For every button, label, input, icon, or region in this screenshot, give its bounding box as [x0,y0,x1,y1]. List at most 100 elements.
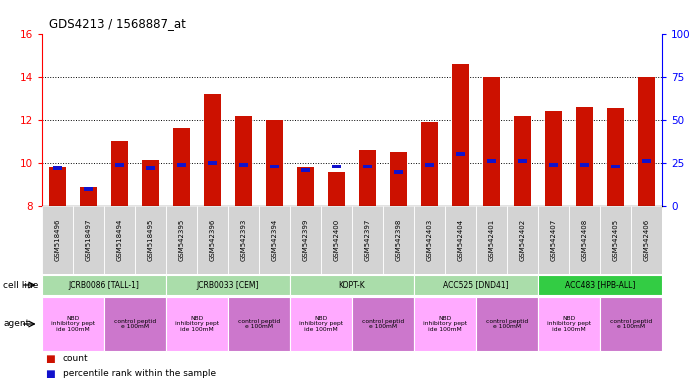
Bar [580,163,589,167]
Text: ■: ■ [46,369,55,379]
Text: JCRB0086 [TALL-1]: JCRB0086 [TALL-1] [68,280,139,290]
Bar [476,297,538,351]
Bar [115,163,124,167]
Bar [204,94,221,206]
Bar [607,108,624,206]
Text: GSM542406: GSM542406 [644,219,649,261]
Bar [514,116,531,206]
Text: GSM542402: GSM542402 [520,219,526,261]
Text: JCRB0033 [CEM]: JCRB0033 [CEM] [197,280,259,290]
Bar [208,161,217,165]
Bar [332,164,341,168]
Bar [104,297,166,351]
Bar [576,107,593,206]
Bar [414,297,476,351]
Bar [42,206,73,274]
Text: GSM542396: GSM542396 [210,219,215,261]
Bar [290,297,352,351]
Text: GSM518494: GSM518494 [117,219,123,261]
Bar [507,206,538,274]
Text: percentile rank within the sample: percentile rank within the sample [63,369,216,378]
Text: count: count [63,354,88,363]
Text: GSM542395: GSM542395 [179,219,184,261]
Bar [414,206,445,274]
Bar [359,150,376,206]
Bar [421,122,438,206]
Bar [352,206,383,274]
Text: GSM542405: GSM542405 [613,219,618,261]
Bar [297,167,314,206]
Bar [363,164,372,168]
Bar [166,275,290,295]
Text: GSM518497: GSM518497 [86,219,92,261]
Bar [452,64,469,206]
Bar [549,163,558,167]
Bar [600,206,631,274]
Text: KOPT-K: KOPT-K [339,280,366,290]
Bar [638,77,655,206]
Bar [445,206,476,274]
Bar [228,206,259,274]
Bar [166,206,197,274]
Bar [487,159,496,163]
Bar [83,187,93,191]
Bar [146,166,155,170]
Text: GSM542400: GSM542400 [333,219,339,261]
Bar [538,206,569,274]
Text: NBD
inhibitory pept
ide 100mM: NBD inhibitory pept ide 100mM [299,316,343,332]
Bar [352,297,414,351]
Bar [538,297,600,351]
Bar [425,163,434,167]
Bar [111,141,128,206]
Text: GSM518495: GSM518495 [148,219,153,261]
Bar [642,159,651,163]
Bar [173,127,190,206]
Bar [390,152,407,206]
Text: GSM542404: GSM542404 [457,219,464,261]
Bar [383,206,414,274]
Text: GSM542401: GSM542401 [489,219,495,261]
Text: GSM542393: GSM542393 [241,219,246,261]
Text: NBD
inhibitory pept
ide 100mM: NBD inhibitory pept ide 100mM [547,316,591,332]
Text: GSM518496: GSM518496 [55,219,61,261]
Bar [49,167,66,206]
Text: GSM542397: GSM542397 [364,219,371,261]
Bar [266,120,283,206]
Bar [42,297,104,351]
Text: NBD
inhibitory pept
ide 100mM: NBD inhibitory pept ide 100mM [423,316,467,332]
Bar [456,152,465,156]
Bar [290,206,321,274]
Bar [53,166,62,170]
Bar [328,172,345,206]
Bar [545,111,562,206]
Bar [228,297,290,351]
Bar [321,206,352,274]
Text: control peptid
e 100mM: control peptid e 100mM [486,319,528,329]
Bar [301,168,310,172]
Bar [270,164,279,168]
Text: ACC483 [HPB-ALL]: ACC483 [HPB-ALL] [565,280,635,290]
Bar [476,206,507,274]
Bar [259,206,290,274]
Bar [631,206,662,274]
Text: GSM542394: GSM542394 [271,219,277,261]
Bar [569,206,600,274]
Text: control peptid
e 100mM: control peptid e 100mM [610,319,652,329]
Text: control peptid
e 100mM: control peptid e 100mM [238,319,280,329]
Bar [135,206,166,274]
Text: ■: ■ [46,354,55,364]
Bar [394,170,403,174]
Bar [73,206,104,274]
Bar [235,116,252,206]
Bar [80,187,97,206]
Bar [104,206,135,274]
Text: GSM542407: GSM542407 [551,219,557,261]
Bar [290,275,414,295]
Text: ACC525 [DND41]: ACC525 [DND41] [443,280,509,290]
Bar [142,160,159,206]
Text: agent: agent [3,319,30,328]
Bar [518,159,527,163]
Bar [177,163,186,167]
Bar [42,275,166,295]
Text: GDS4213 / 1568887_at: GDS4213 / 1568887_at [49,17,186,30]
